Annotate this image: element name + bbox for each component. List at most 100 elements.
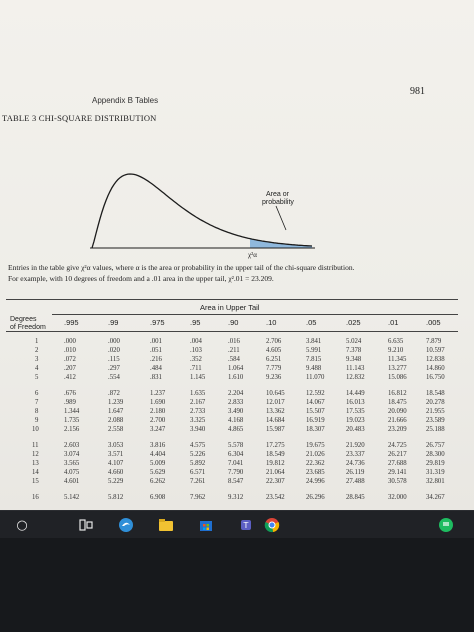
table-cell: 32.000 — [388, 494, 407, 501]
table-cell: 4.107 — [108, 460, 124, 467]
table-cell: 20.090 — [388, 408, 407, 415]
table-cell: 31.319 — [426, 469, 445, 476]
table-cell: 21.666 — [388, 417, 407, 424]
column-header: .01 — [388, 318, 399, 327]
df-cell: 11 — [32, 442, 39, 449]
table-cell: 23.209 — [388, 426, 407, 433]
table-cell: .484 — [150, 365, 162, 372]
table-cell: 13.362 — [266, 408, 285, 415]
table-cell: 5.024 — [346, 338, 362, 345]
column-header: .995 — [64, 318, 79, 327]
windows-taskbar: ○ T — [0, 510, 474, 539]
table-title: TABLE 3 CHI-SQUARE DISTRIBUTION — [2, 113, 157, 123]
table-cell: .004 — [190, 338, 202, 345]
table-cell: 26.757 — [426, 442, 445, 449]
table-cell: .297 — [108, 365, 120, 372]
table-cell: 5.991 — [306, 347, 322, 354]
table-cell: .051 — [150, 347, 162, 354]
table-cell: .207 — [64, 365, 76, 372]
df-cell: 5 — [35, 374, 39, 381]
page-number: 981 — [410, 86, 425, 97]
chi-square-figure: Area or probability χ²α — [90, 173, 315, 259]
table-cell: .216 — [150, 356, 162, 363]
table-cell: .711 — [190, 365, 202, 372]
table-cell: .001 — [150, 338, 162, 345]
table-cell: 18.548 — [426, 390, 445, 397]
chat-icon[interactable] — [436, 515, 456, 535]
table-cell: 19.675 — [306, 442, 325, 449]
table-cell: 14.684 — [266, 417, 285, 424]
df-cell: 10 — [32, 426, 39, 433]
chrome-icon[interactable] — [262, 515, 282, 535]
teams-icon[interactable]: T — [236, 515, 256, 535]
df-cell: 1 — [35, 338, 39, 345]
table-cell: 9.236 — [266, 374, 282, 381]
df-cell: 9 — [35, 417, 39, 424]
edge-icon[interactable] — [116, 515, 136, 535]
table-cell: 20.483 — [346, 426, 365, 433]
table-cell: 9.488 — [306, 365, 322, 372]
table-cell: 10.597 — [426, 347, 445, 354]
task-view-icon[interactable] — [76, 515, 96, 535]
table-cell: 2.706 — [266, 338, 282, 345]
table-cell: .872 — [108, 390, 120, 397]
table-cell: 24.725 — [388, 442, 407, 449]
figure-area-label-1: Area or — [266, 191, 290, 198]
column-header: .05 — [306, 318, 317, 327]
table-cell: .584 — [228, 356, 240, 363]
table-cell: 2.204 — [228, 390, 244, 397]
table-cell: 12.592 — [306, 390, 325, 397]
table-cell: 3.074 — [64, 451, 80, 458]
figure-area-label-2: probability — [262, 199, 294, 206]
start-icon[interactable]: ○ — [16, 517, 28, 533]
store-icon[interactable] — [196, 515, 216, 535]
table-cell: 14.860 — [426, 365, 445, 372]
desk-surface — [0, 538, 474, 632]
table-cell: 5.009 — [150, 460, 166, 467]
table-cell: 29.141 — [388, 469, 407, 476]
df-cell: 7 — [35, 399, 39, 406]
table-cell: 7.261 — [190, 478, 206, 485]
table-cell: 7.779 — [266, 365, 282, 372]
table-cell: 2.603 — [64, 442, 80, 449]
table-cell: 23.337 — [346, 451, 365, 458]
table-cell: 23.542 — [266, 494, 285, 501]
table-cell: 18.475 — [388, 399, 407, 406]
table-cell: .020 — [108, 347, 120, 354]
file-explorer-icon[interactable] — [156, 515, 176, 535]
column-header: .10 — [266, 318, 277, 327]
table-cell: 1.239 — [108, 399, 124, 406]
table-cell: 2.167 — [190, 399, 206, 406]
table-cell: 7.879 — [426, 338, 442, 345]
table-cell: 1.610 — [228, 374, 244, 381]
table-cell: 7.041 — [228, 460, 244, 467]
table-cell: 16.919 — [306, 417, 325, 424]
table-cell: .352 — [190, 356, 202, 363]
table-cell: 1.064 — [228, 365, 244, 372]
table-cell: 2.156 — [64, 426, 80, 433]
table-cell: 4.601 — [64, 478, 80, 485]
table-cell: 22.307 — [266, 478, 285, 485]
table-cell: 2.833 — [228, 399, 244, 406]
table-cell: 21.955 — [426, 408, 445, 415]
table-cell: 7.815 — [306, 356, 322, 363]
table-cell: 6.304 — [228, 451, 244, 458]
table-cell: .412 — [64, 374, 76, 381]
table-cell: 9.348 — [346, 356, 362, 363]
table-cell: 16.013 — [346, 399, 365, 406]
df-cell: 8 — [35, 408, 39, 415]
table-cell: 3.571 — [108, 451, 124, 458]
table-cell: .000 — [108, 338, 120, 345]
df-header-line-1: Degrees — [10, 316, 37, 323]
page-header: Appendix B Tables — [92, 96, 159, 105]
table-cell: 4.865 — [228, 426, 244, 433]
df-cell: 12 — [32, 451, 39, 458]
table-cell: 5.812 — [108, 494, 124, 501]
table-cell: 3.940 — [190, 426, 206, 433]
table-cell: 6.262 — [150, 478, 166, 485]
table-cell: 3.247 — [150, 426, 166, 433]
table-top-rule — [6, 299, 458, 300]
table-cell: 25.188 — [426, 426, 445, 433]
table-cell: 29.819 — [426, 460, 445, 467]
table-cell: 10.645 — [266, 390, 285, 397]
